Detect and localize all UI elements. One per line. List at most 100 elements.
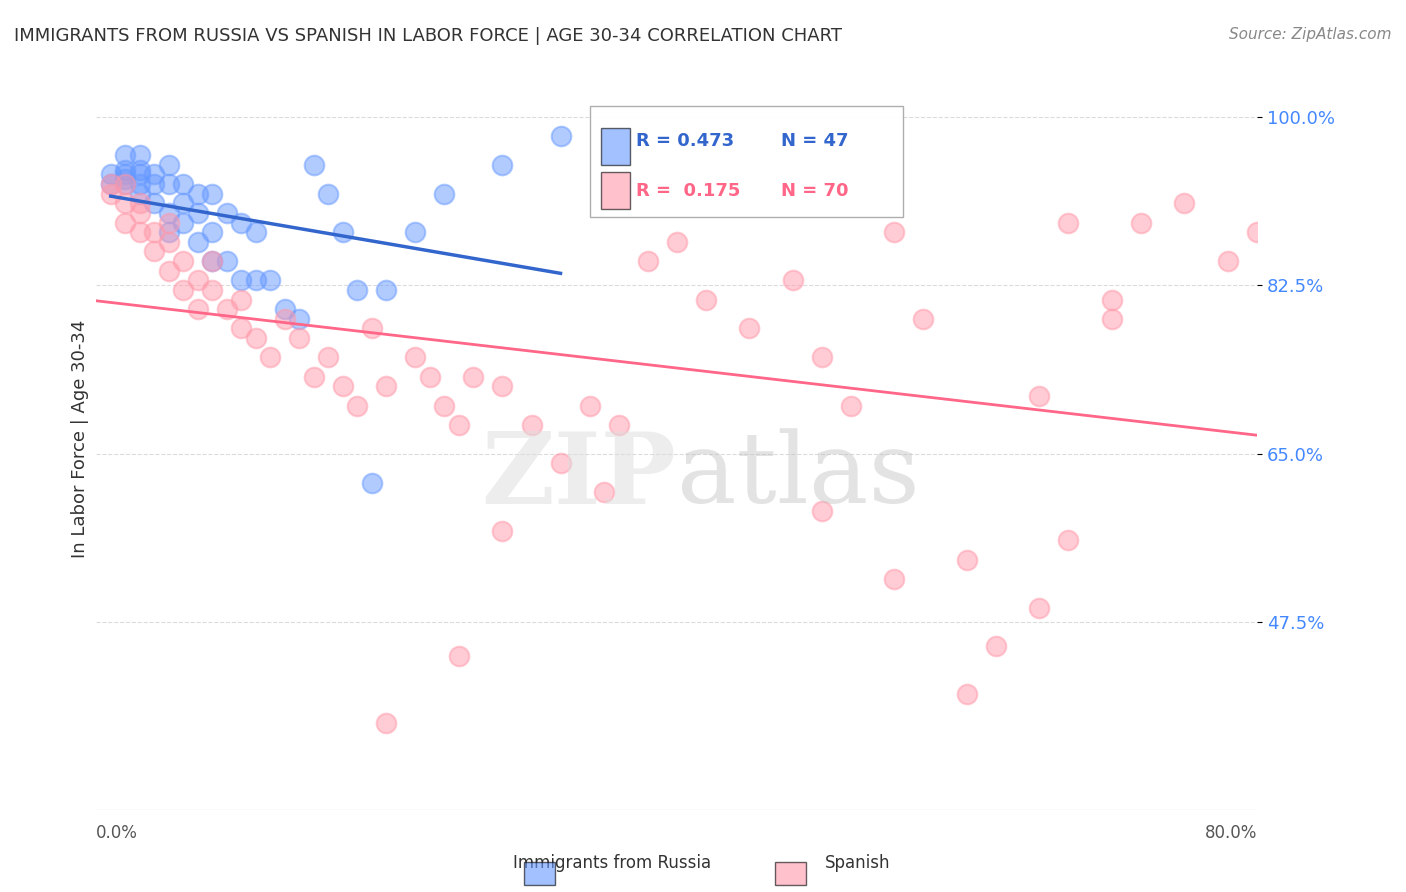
- Point: [346, 399, 368, 413]
- Point: [201, 186, 224, 201]
- Point: [114, 177, 136, 191]
- Point: [607, 417, 630, 432]
- Point: [259, 351, 281, 365]
- Point: [447, 648, 470, 663]
- Point: [187, 186, 209, 201]
- Point: [520, 417, 543, 432]
- Point: [128, 186, 150, 201]
- Text: 80.0%: 80.0%: [1205, 824, 1257, 842]
- Point: [1057, 216, 1080, 230]
- Point: [201, 225, 224, 239]
- Point: [883, 225, 905, 239]
- Point: [288, 311, 311, 326]
- Point: [143, 196, 166, 211]
- Point: [491, 524, 513, 538]
- Point: [187, 206, 209, 220]
- Point: [128, 148, 150, 162]
- Point: [215, 302, 238, 317]
- Point: [491, 379, 513, 393]
- Point: [157, 264, 180, 278]
- Text: N = 70: N = 70: [782, 182, 849, 200]
- Point: [172, 216, 194, 230]
- Point: [128, 162, 150, 177]
- Point: [1101, 293, 1123, 307]
- Point: [302, 158, 325, 172]
- Point: [1101, 311, 1123, 326]
- Point: [956, 687, 979, 701]
- Point: [231, 216, 253, 230]
- Point: [128, 177, 150, 191]
- Point: [172, 254, 194, 268]
- Point: [157, 225, 180, 239]
- Point: [114, 172, 136, 186]
- Text: Spanish: Spanish: [825, 855, 890, 872]
- Point: [1216, 254, 1239, 268]
- Point: [839, 399, 862, 413]
- Point: [302, 369, 325, 384]
- Text: N = 47: N = 47: [782, 132, 849, 150]
- Point: [332, 225, 354, 239]
- Point: [215, 254, 238, 268]
- Point: [215, 206, 238, 220]
- Point: [143, 244, 166, 259]
- Point: [404, 225, 426, 239]
- Point: [128, 196, 150, 211]
- Point: [361, 475, 384, 490]
- Point: [157, 235, 180, 249]
- Point: [318, 186, 340, 201]
- Point: [128, 225, 150, 239]
- Point: [361, 321, 384, 335]
- Point: [1129, 216, 1152, 230]
- Point: [114, 216, 136, 230]
- Point: [1028, 600, 1050, 615]
- Point: [100, 177, 122, 191]
- Point: [259, 273, 281, 287]
- Point: [346, 283, 368, 297]
- Point: [100, 168, 122, 182]
- Text: R = 0.473: R = 0.473: [636, 132, 734, 150]
- Point: [143, 177, 166, 191]
- Point: [274, 311, 297, 326]
- Point: [810, 504, 832, 518]
- Point: [157, 206, 180, 220]
- Point: [984, 639, 1007, 653]
- Point: [201, 254, 224, 268]
- Point: [231, 321, 253, 335]
- Text: atlas: atlas: [676, 428, 920, 524]
- Text: Source: ZipAtlas.com: Source: ZipAtlas.com: [1229, 27, 1392, 42]
- Point: [375, 716, 398, 731]
- Point: [419, 369, 441, 384]
- Point: [550, 456, 572, 470]
- Point: [665, 235, 688, 249]
- Point: [128, 168, 150, 182]
- Point: [433, 186, 456, 201]
- Point: [1246, 225, 1268, 239]
- Point: [100, 186, 122, 201]
- Point: [782, 273, 804, 287]
- Point: [187, 273, 209, 287]
- Point: [1057, 533, 1080, 548]
- Point: [883, 572, 905, 586]
- Point: [114, 162, 136, 177]
- Point: [245, 225, 267, 239]
- Point: [201, 254, 224, 268]
- Point: [245, 331, 267, 345]
- Point: [128, 206, 150, 220]
- Point: [157, 216, 180, 230]
- Point: [404, 351, 426, 365]
- Point: [231, 273, 253, 287]
- Point: [143, 168, 166, 182]
- Text: R =  0.175: R = 0.175: [636, 182, 741, 200]
- Point: [274, 302, 297, 317]
- Point: [578, 399, 600, 413]
- Text: Immigrants from Russia: Immigrants from Russia: [513, 855, 710, 872]
- Point: [187, 302, 209, 317]
- Point: [172, 196, 194, 211]
- Point: [956, 552, 979, 566]
- Point: [810, 351, 832, 365]
- Point: [157, 177, 180, 191]
- Point: [318, 351, 340, 365]
- Point: [550, 128, 572, 143]
- Point: [433, 399, 456, 413]
- Point: [245, 273, 267, 287]
